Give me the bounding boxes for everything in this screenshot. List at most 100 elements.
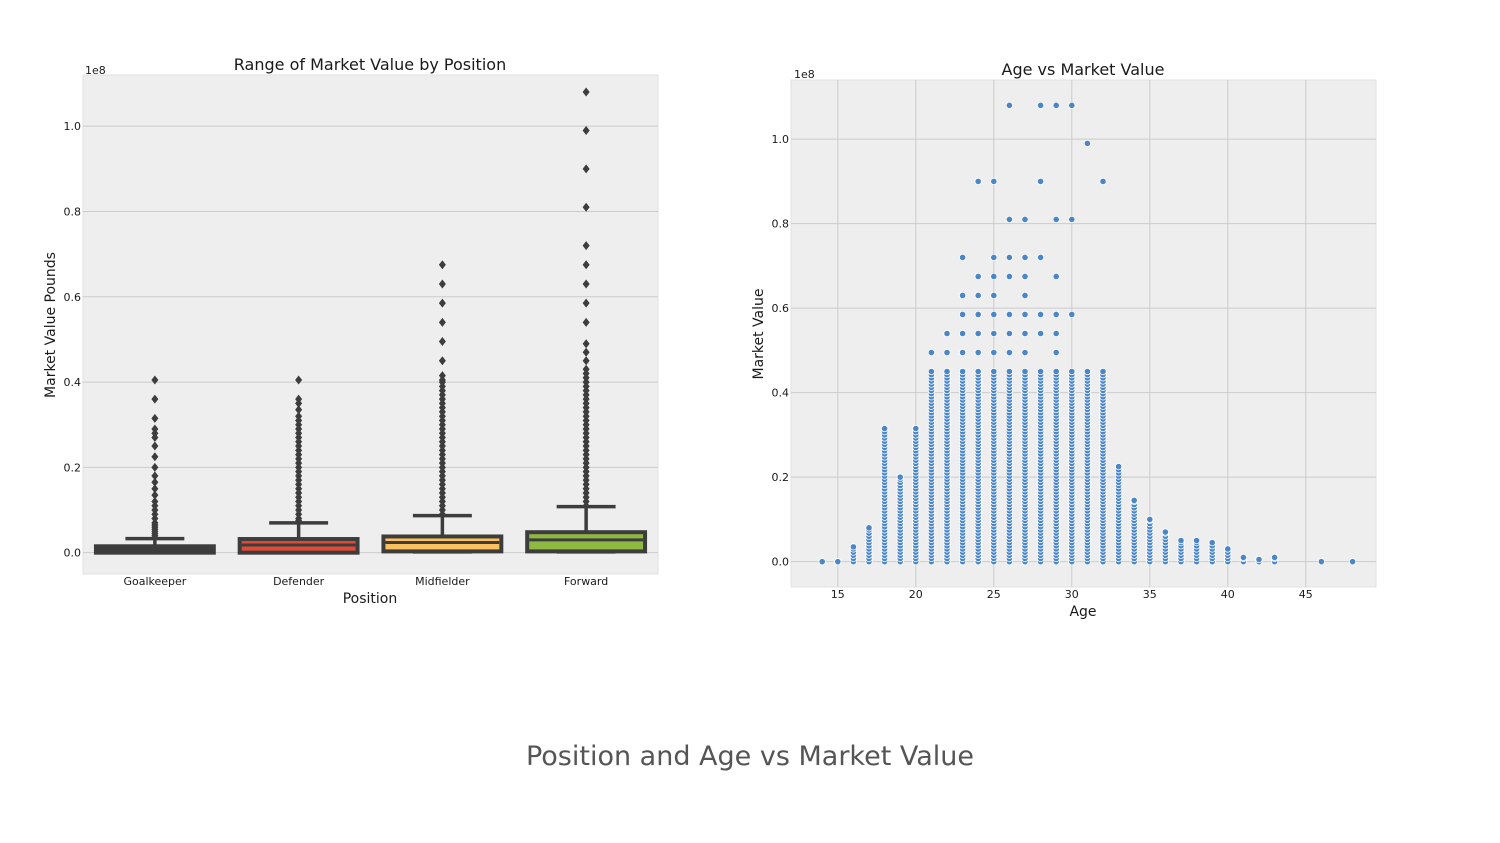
- box-plot-marks: [93, 87, 648, 555]
- scatter-point: [1021, 329, 1029, 338]
- box-forward: [525, 530, 648, 554]
- scatter-point: [1083, 139, 1092, 147]
- scatter-point: [1037, 310, 1045, 319]
- scatter-point: [1099, 177, 1107, 185]
- y-tick-label: 0.8: [772, 218, 790, 231]
- scatter-point: [1068, 367, 1076, 376]
- scatter-point: [1068, 310, 1076, 319]
- scatter-point: [974, 329, 982, 338]
- scatter-point: [1037, 253, 1045, 262]
- outlier-point: [151, 462, 159, 472]
- y-tick-label: 0.0: [772, 556, 790, 569]
- scatter-point: [1005, 348, 1014, 357]
- scatter-point: [958, 329, 967, 338]
- outlier-point: [582, 202, 590, 212]
- outlier-point: [295, 394, 303, 404]
- outlier-point: [438, 279, 446, 289]
- scatter-point: [1005, 101, 1014, 109]
- scatter-point: [1005, 310, 1014, 319]
- outlier-point: [295, 375, 303, 385]
- outlier-point: [582, 164, 590, 174]
- box-plot-y-multiplier: 1e8: [85, 64, 106, 77]
- scatter-plot-area: [790, 79, 1377, 588]
- scatter-point: [1052, 101, 1060, 109]
- scatter-point: [990, 367, 998, 376]
- y-tick-label: 1.0: [64, 120, 82, 133]
- outlier-point: [582, 87, 590, 97]
- outlier-point: [582, 279, 590, 289]
- box-plot-title: Range of Market Value by Position: [234, 55, 506, 74]
- scatter-point: [1130, 496, 1138, 504]
- x-tick-label: Forward: [564, 575, 608, 588]
- outlier-point: [151, 452, 159, 462]
- scatter-point: [990, 272, 998, 281]
- scatter-point: [1068, 215, 1076, 224]
- scatter-point: [1271, 553, 1279, 562]
- scatter-point: [974, 177, 982, 185]
- outlier-point: [295, 411, 303, 421]
- scatter-point: [1052, 367, 1060, 376]
- scatter-point: [1255, 555, 1263, 564]
- outlier-point: [582, 298, 590, 308]
- outlier-point: [438, 371, 446, 381]
- scatter-point: [990, 310, 998, 319]
- scatter-point: [958, 253, 967, 262]
- scatter-point: [1161, 528, 1170, 536]
- scatter-point: [990, 329, 998, 338]
- scatter-x-ticks: 15 20 25 30 35 40 45: [831, 588, 1313, 601]
- outlier-point: [438, 356, 446, 366]
- outlier-point: [151, 394, 159, 404]
- scatter-point: [1208, 539, 1216, 547]
- scatter-point: [943, 348, 951, 357]
- scatter-point: [1177, 536, 1185, 545]
- box-plot-y-ticks: 0.0 0.2 0.4 0.6 0.8 1.0: [64, 120, 82, 559]
- scatter-point: [1099, 367, 1107, 376]
- scatter-point: [927, 348, 936, 357]
- scatter-point: [1005, 253, 1014, 262]
- scatter-point: [1052, 310, 1060, 319]
- scatter-point: [1083, 367, 1092, 376]
- scatter-point: [974, 272, 982, 281]
- scatter-point: [1021, 215, 1029, 224]
- scatter-y-axis-label: Market Value: [751, 288, 767, 379]
- scatter-point: [1224, 545, 1232, 553]
- x-tick-label: Midfielder: [415, 575, 470, 588]
- outlier-point: [151, 413, 159, 423]
- scatter-point: [974, 367, 982, 376]
- scatter-point: [1052, 215, 1060, 224]
- scatter-y-multiplier: 1e8: [794, 68, 815, 81]
- y-tick-label: 0.4: [64, 376, 82, 389]
- scatter-point: [974, 291, 982, 300]
- x-tick-label: Defender: [273, 575, 325, 588]
- scatter-point: [912, 424, 920, 433]
- scatter-point: [1021, 253, 1029, 262]
- scatter-point: [958, 310, 967, 319]
- scatter-point: [1021, 272, 1029, 281]
- outlier-point: [582, 364, 590, 374]
- y-tick-label: 0.2: [64, 461, 82, 474]
- outlier-point: [295, 405, 303, 415]
- outlier-point: [582, 241, 590, 251]
- scatter-point: [1021, 367, 1029, 376]
- scatter-point: [1005, 367, 1014, 376]
- scatter-point: [927, 367, 936, 376]
- outlier-point: [151, 424, 159, 434]
- y-tick-label: 0.8: [64, 205, 82, 218]
- outlier-point: [438, 317, 446, 327]
- scatter-point: [834, 558, 842, 566]
- scatter-point: [1037, 367, 1045, 376]
- scatter-point: [1052, 348, 1060, 357]
- outlier-point: [582, 347, 590, 357]
- scatter-point: [1052, 272, 1060, 281]
- x-tick-label: Goalkeeper: [123, 575, 186, 588]
- scatter-point: [990, 291, 998, 300]
- y-tick-label: 1.0: [772, 133, 790, 146]
- scatter-point: [818, 558, 826, 566]
- scatter-point: [1146, 515, 1154, 524]
- scatter-point: [974, 348, 982, 357]
- scatter-point: [990, 253, 998, 262]
- scatter-point: [1068, 101, 1076, 109]
- outlier-point: [582, 339, 590, 349]
- scatter-point: [1037, 177, 1045, 185]
- scatter-point: [1021, 348, 1029, 357]
